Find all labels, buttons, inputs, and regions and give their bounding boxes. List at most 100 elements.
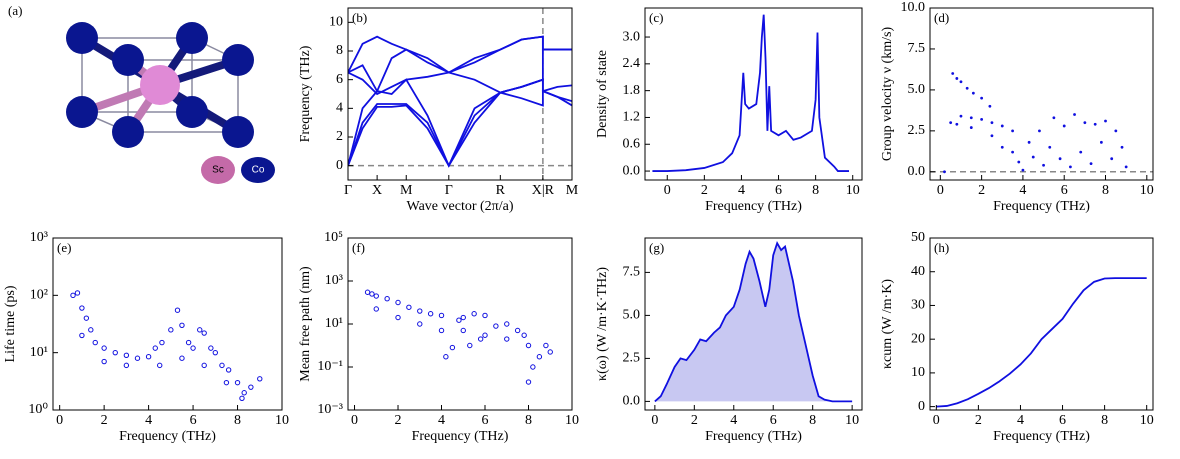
plot-area (348, 8, 572, 180)
x-tick-label: 0 (56, 413, 63, 428)
plot-area (654, 240, 853, 403)
x-axis-label: Wave vector (2π/a) (407, 199, 514, 214)
data-point (1011, 129, 1014, 133)
y-tick-label: 10¹ (30, 345, 48, 360)
panel-label: (b) (352, 10, 367, 25)
data-point (1110, 157, 1114, 161)
plot-area (930, 72, 1153, 174)
x-tick-label: 4 (438, 413, 445, 428)
data-point (990, 134, 994, 138)
x-tick-label: 0 (937, 183, 944, 198)
data-point (1000, 124, 1004, 128)
y-tick-label: 5.0 (908, 82, 926, 97)
y-tick-label: 0.0 (623, 394, 641, 409)
data-point (521, 332, 527, 338)
x-tick-label: 4 (145, 413, 152, 428)
plot-area (364, 289, 553, 385)
data-point (101, 358, 107, 365)
y-tick-label: 2 (336, 129, 343, 144)
data-point (112, 349, 118, 356)
y-tick-label: 10³ (30, 230, 48, 245)
data-point (395, 314, 401, 321)
plot-frame (52, 237, 283, 411)
x-tick-label: 6 (770, 413, 777, 428)
data-point (471, 311, 477, 317)
x-tick-label: 10 (846, 183, 860, 198)
plot-area (652, 14, 850, 172)
data-point (373, 293, 379, 299)
data-point (449, 344, 456, 351)
data-point (1089, 162, 1093, 166)
data-point (980, 96, 984, 100)
data-point (504, 321, 510, 327)
x-axis-label: Frequency (THz) (412, 429, 509, 444)
y-tick-label: 8 (336, 43, 343, 58)
data-point (1011, 150, 1014, 154)
data-point (257, 376, 263, 382)
data-point (395, 299, 401, 306)
y-tick-label: 10 (911, 365, 925, 380)
x-tick-label: 4 (1017, 413, 1024, 428)
y-tick-label: 10 (329, 15, 343, 30)
data-point (482, 312, 488, 319)
area-fill (654, 243, 853, 402)
data-point (990, 121, 994, 125)
data-point (482, 332, 488, 338)
data-point (79, 332, 85, 339)
data-point (543, 342, 549, 349)
x-tick-label: 10 (845, 413, 859, 428)
x-tick-label: 0 (351, 413, 358, 428)
x-tick-label: 2 (975, 413, 982, 428)
y-tick-label: 0.0 (623, 163, 641, 178)
chart-panel: 0 2 4 6 8 10 10⁰ 10¹ 10² 10³ Frequency (THz) Life t… (3, 230, 289, 444)
legend-swatch (241, 157, 275, 183)
data-point (959, 80, 963, 84)
y-tick-label: 30 (911, 298, 925, 313)
data-point (525, 379, 532, 385)
x-axis-label: Frequency (THz) (993, 429, 1090, 444)
data-point (223, 379, 230, 386)
legend-label: Sc (212, 165, 224, 176)
x-tick-label: 8 (1102, 183, 1109, 198)
data-point (123, 362, 130, 369)
data-point (179, 322, 185, 329)
y-tick-label: 20 (911, 331, 925, 346)
plot-frame (644, 237, 863, 411)
data-point (1058, 157, 1062, 161)
data-point (1052, 116, 1056, 120)
data-point (92, 339, 98, 346)
data-line (652, 14, 850, 172)
data-point (152, 345, 158, 351)
x-tick-label: M (400, 183, 413, 198)
data-point (1083, 121, 1087, 125)
x-tick-label: 2 (101, 413, 108, 428)
y-axis-label: Mean free path (nm) (298, 266, 313, 382)
data-point (1114, 129, 1118, 133)
y-tick-label: 3.0 (623, 29, 641, 44)
x-tick-label: 10 (565, 413, 579, 428)
data-point (369, 291, 375, 297)
x-tick-label: 2 (395, 413, 402, 428)
x-tick-label: 2 (978, 183, 985, 198)
plot-frame (929, 7, 1154, 181)
y-tick-label: 10¹ (325, 316, 343, 331)
data-point (1062, 124, 1066, 128)
x-axis-label: Frequency (THz) (993, 199, 1090, 214)
y-tick-label: 40 (911, 264, 925, 279)
x-tick-label: 0 (933, 413, 940, 428)
x-tick-label: X (372, 183, 382, 198)
data-point (951, 72, 955, 75)
data-point (965, 86, 969, 90)
legend-swatch (201, 156, 235, 184)
legend-label: Co (252, 165, 265, 176)
y-tick-label: 0.6 (623, 136, 641, 151)
data-point (443, 354, 449, 360)
data-point (536, 354, 543, 360)
x-tick-label: 2 (691, 413, 698, 428)
data-point (201, 362, 207, 369)
data-point (547, 349, 553, 355)
chart-panel: 0 2 4 6 8 10 0.0 2.5 5.0 7.5 Frequency (THz) κ(ω) (… (595, 237, 863, 444)
x-tick-label: 6 (1059, 413, 1066, 428)
data-point (123, 352, 130, 358)
